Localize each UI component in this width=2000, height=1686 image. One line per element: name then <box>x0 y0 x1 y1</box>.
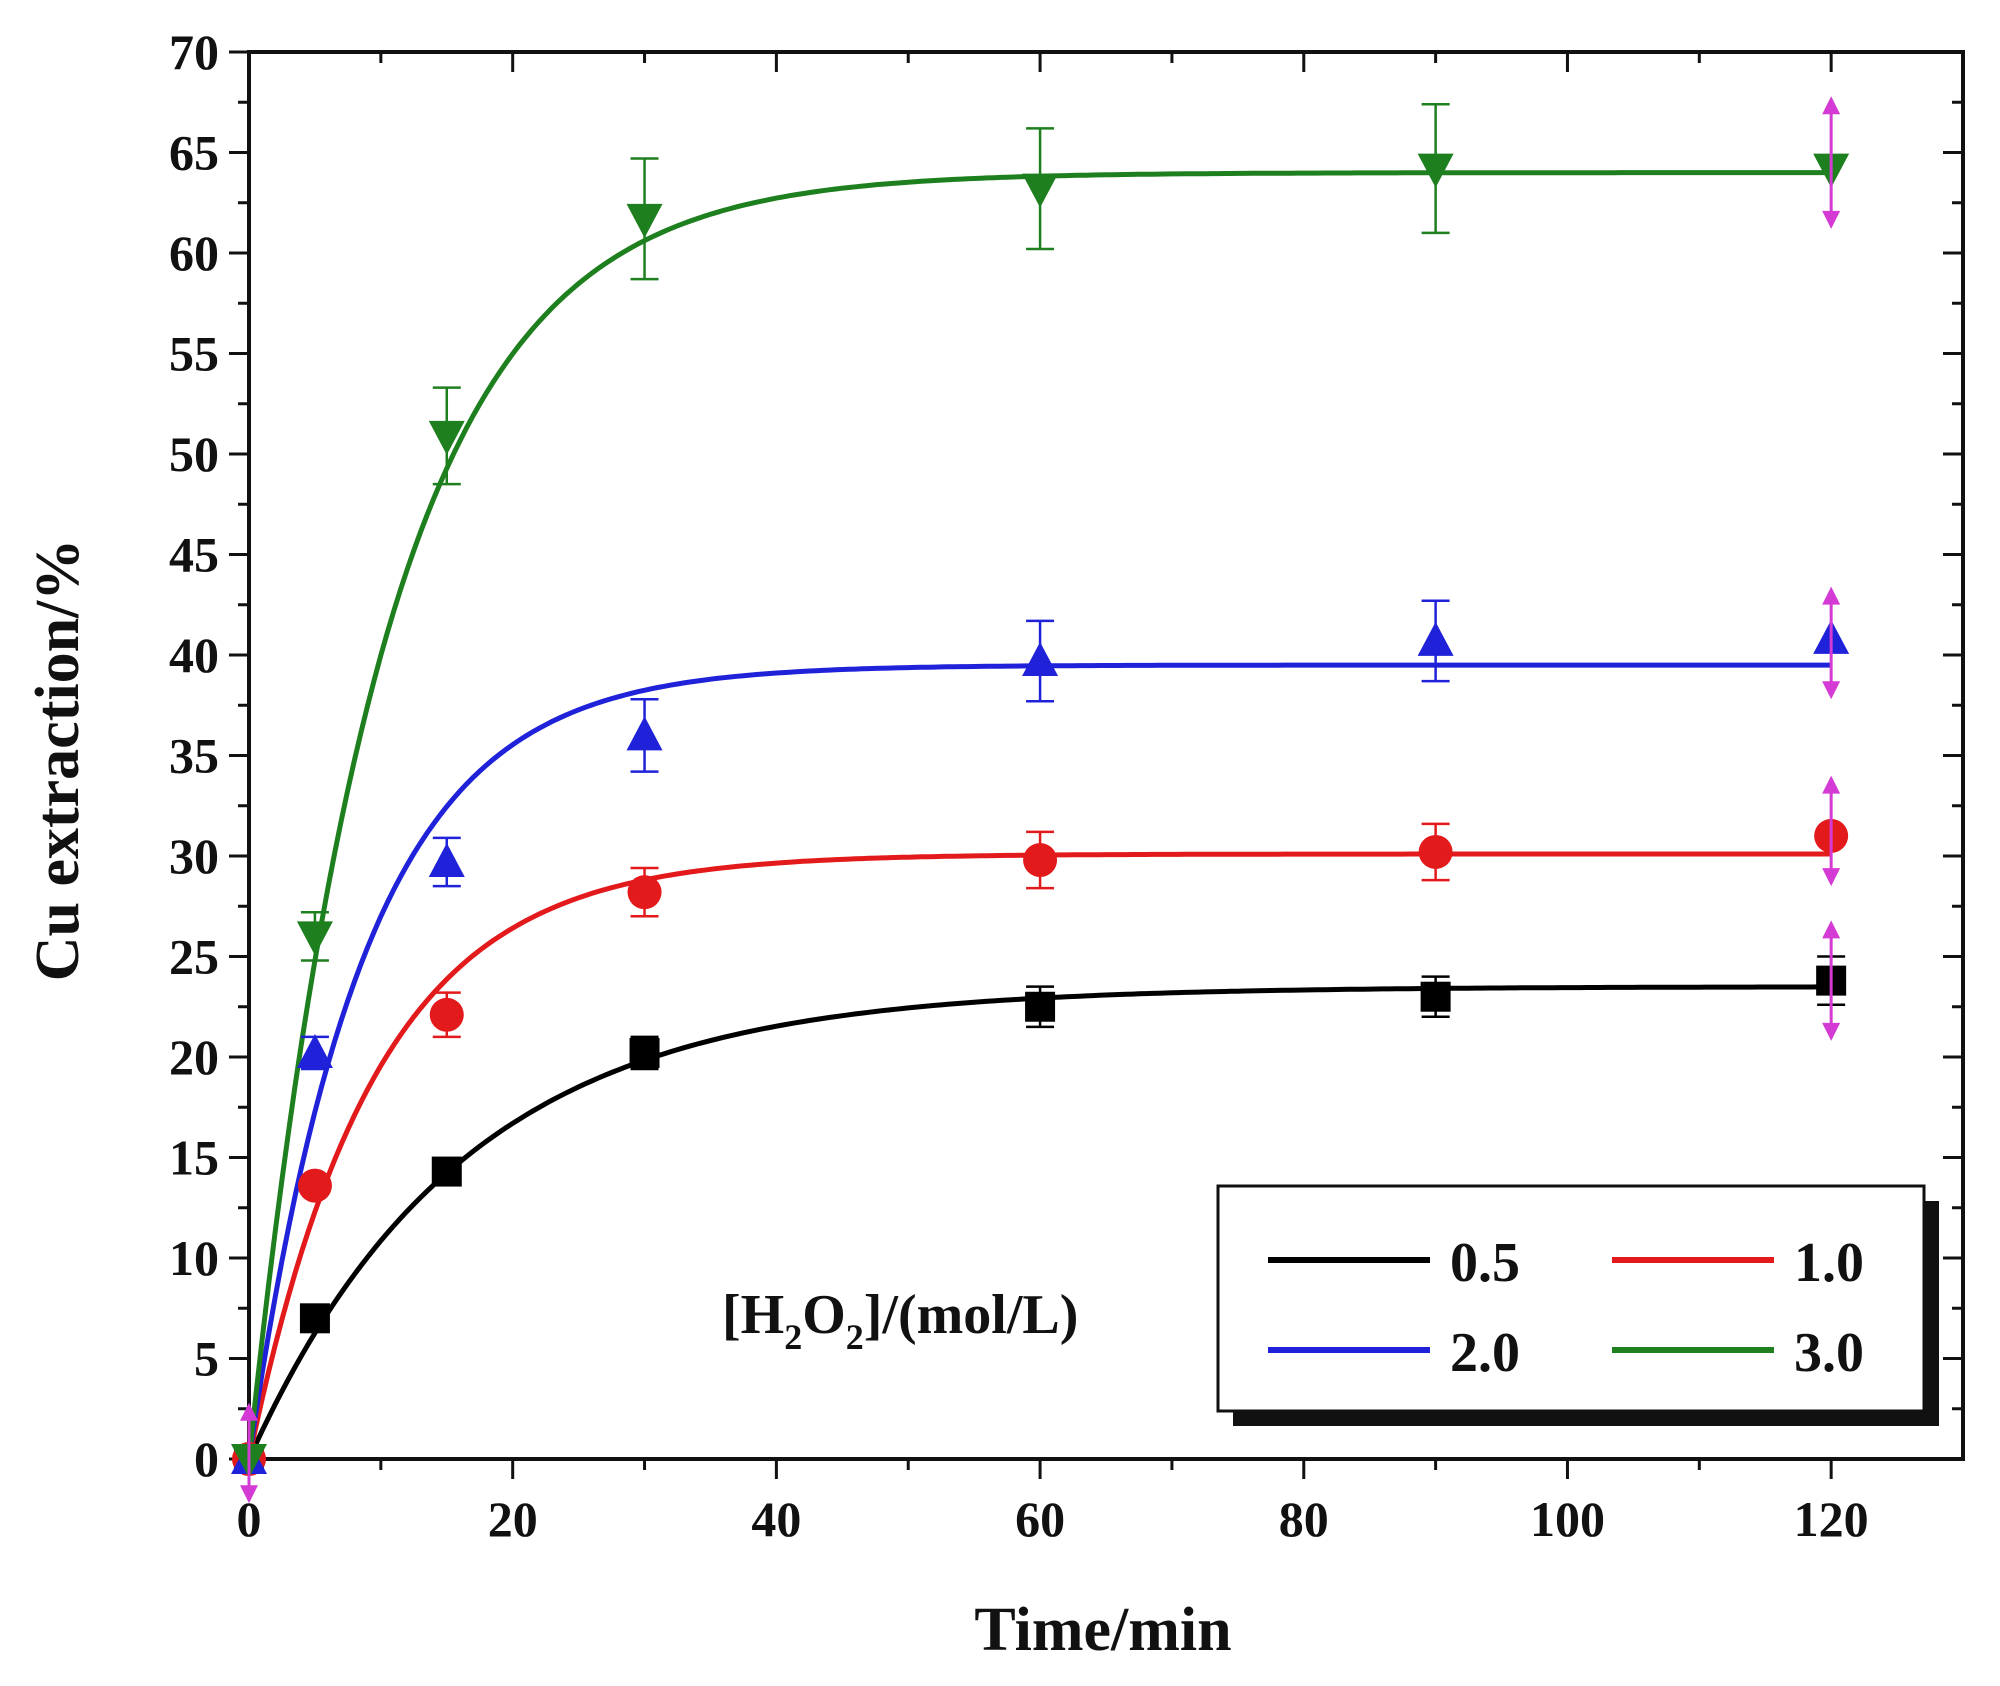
data-point-2.0 <box>1022 642 1059 677</box>
x-axis-title: Time/min <box>974 1596 1231 1664</box>
data-point-3.0 <box>296 921 333 956</box>
y-axis-title: Cu extraction/% <box>24 539 92 982</box>
x-tick-label: 20 <box>488 1491 538 1547</box>
data-point-3.0 <box>428 420 465 455</box>
data-point-0.5 <box>299 1303 330 1334</box>
data-point-0.5 <box>431 1156 462 1187</box>
annotation-arrow-head <box>240 1402 258 1421</box>
y-tick-label: 60 <box>169 225 219 281</box>
data-point-0.5 <box>1025 991 1056 1022</box>
x-tick-label: 120 <box>1794 1491 1869 1547</box>
x-tick-label: 80 <box>1279 1491 1329 1547</box>
x-tick-label: 40 <box>751 1491 801 1547</box>
annotation-arrow-head <box>1822 868 1841 887</box>
legend-label-2.0: 2.0 <box>1450 1322 1520 1384</box>
legend: [H2O2]/(mol/L) 0.5 1.0 2.0 3.0 <box>722 1184 1939 1426</box>
data-point-3.0 <box>1417 153 1454 188</box>
data-point-2.0 <box>626 716 663 751</box>
annotation-arrow-head <box>1822 1022 1841 1041</box>
y-tick-label: 10 <box>169 1230 219 1286</box>
y-tick-label: 20 <box>169 1029 219 1085</box>
data-point-1.0 <box>429 997 464 1032</box>
data-point-2.0 <box>1417 621 1454 656</box>
y-tick-label: 35 <box>169 728 219 784</box>
y-tick-label: 45 <box>169 527 219 583</box>
legend-title: [H2O2]/(mol/L) <box>722 1284 1078 1357</box>
legend-box <box>1216 1184 1926 1413</box>
data-point-3.0 <box>1022 173 1059 208</box>
annotation-arrow-head <box>1822 586 1841 605</box>
data-point-0.5 <box>629 1037 660 1068</box>
legend-title-part: O <box>802 1284 846 1346</box>
legend-label-0.5: 0.5 <box>1450 1232 1520 1294</box>
axis-tick-labels: 0 20 40 60 80 100 1200510152025303540455055606… <box>169 24 1869 1547</box>
axis-ticks <box>229 50 1963 1479</box>
data-point-3.0 <box>626 203 663 238</box>
annotation-arrows <box>240 96 1841 1504</box>
data-point-2.0 <box>428 843 465 878</box>
y-tick-label: 55 <box>169 326 219 382</box>
annotation-arrow-head <box>1822 775 1841 794</box>
legend-label-1.0: 1.0 <box>1794 1232 1864 1294</box>
annotation-arrow-head <box>240 1485 258 1504</box>
annotation-arrow-head <box>1822 210 1841 229</box>
data-point-0.5 <box>1420 981 1451 1012</box>
legend-label-3.0: 3.0 <box>1794 1322 1864 1384</box>
y-tick-label: 5 <box>194 1331 219 1387</box>
legend-title-part: ]/(mol/L) <box>864 1284 1079 1346</box>
y-tick-label: 15 <box>169 1130 219 1186</box>
data-point-2.0 <box>296 1033 333 1068</box>
y-tick-label: 50 <box>169 426 219 482</box>
y-tick-label: 25 <box>169 929 219 985</box>
legend-title-subscript: 2 <box>784 1317 802 1357</box>
y-tick-label: 30 <box>169 828 219 884</box>
x-tick-label: 100 <box>1530 1491 1605 1547</box>
error-bars <box>300 103 1846 1071</box>
annotation-arrow-head <box>1822 920 1841 939</box>
annotation-arrow-head <box>1822 96 1841 115</box>
x-tick-label: 60 <box>1015 1491 1065 1547</box>
legend-title-subscript: 2 <box>846 1317 864 1357</box>
y-tick-label: 70 <box>169 24 219 80</box>
legend-title-part: [H <box>722 1284 784 1346</box>
y-tick-label: 0 <box>194 1431 219 1487</box>
data-point-1.0 <box>297 1168 332 1203</box>
data-point-1.0 <box>1418 834 1453 869</box>
data-point-1.0 <box>1023 843 1058 878</box>
data-point-1.0 <box>627 875 662 910</box>
y-tick-label: 65 <box>169 125 219 181</box>
y-tick-label: 40 <box>169 627 219 683</box>
annotation-arrow-head <box>1822 681 1841 700</box>
